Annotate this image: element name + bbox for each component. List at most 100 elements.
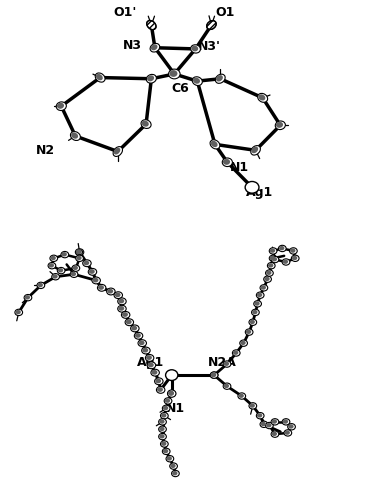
Ellipse shape bbox=[73, 265, 78, 270]
Ellipse shape bbox=[269, 255, 277, 262]
Ellipse shape bbox=[210, 140, 220, 149]
Ellipse shape bbox=[147, 75, 154, 81]
Text: Ag1: Ag1 bbox=[245, 186, 273, 199]
Ellipse shape bbox=[57, 267, 65, 274]
Ellipse shape bbox=[279, 246, 285, 250]
Ellipse shape bbox=[290, 248, 297, 254]
Ellipse shape bbox=[222, 158, 232, 167]
Ellipse shape bbox=[152, 370, 157, 375]
Ellipse shape bbox=[161, 441, 166, 446]
Ellipse shape bbox=[115, 293, 121, 297]
Text: C6: C6 bbox=[172, 82, 190, 95]
Ellipse shape bbox=[135, 333, 141, 338]
Ellipse shape bbox=[125, 319, 134, 326]
Ellipse shape bbox=[190, 45, 200, 53]
Ellipse shape bbox=[58, 268, 63, 273]
Ellipse shape bbox=[169, 70, 177, 77]
Ellipse shape bbox=[159, 419, 166, 425]
Ellipse shape bbox=[156, 387, 165, 393]
Ellipse shape bbox=[50, 255, 58, 262]
Ellipse shape bbox=[159, 426, 166, 432]
Ellipse shape bbox=[134, 332, 143, 339]
Ellipse shape bbox=[118, 305, 126, 312]
Ellipse shape bbox=[252, 147, 258, 153]
Text: O1': O1' bbox=[113, 6, 137, 19]
Ellipse shape bbox=[252, 309, 259, 316]
Ellipse shape bbox=[170, 464, 175, 468]
Ellipse shape bbox=[261, 285, 266, 290]
Ellipse shape bbox=[211, 141, 218, 147]
Text: O1: O1 bbox=[216, 6, 235, 19]
Ellipse shape bbox=[163, 449, 168, 453]
Ellipse shape bbox=[192, 77, 202, 86]
Ellipse shape bbox=[142, 347, 150, 354]
Ellipse shape bbox=[165, 398, 170, 403]
Ellipse shape bbox=[264, 277, 270, 281]
Ellipse shape bbox=[76, 255, 83, 262]
Ellipse shape bbox=[166, 370, 178, 380]
Text: Ag1: Ag1 bbox=[137, 356, 164, 370]
Ellipse shape bbox=[56, 102, 66, 111]
Text: N2: N2 bbox=[36, 144, 55, 157]
Ellipse shape bbox=[270, 248, 275, 253]
Ellipse shape bbox=[162, 448, 170, 454]
Ellipse shape bbox=[246, 330, 251, 334]
Text: N3: N3 bbox=[122, 39, 141, 52]
Ellipse shape bbox=[252, 310, 258, 314]
Ellipse shape bbox=[159, 427, 165, 431]
Ellipse shape bbox=[159, 433, 166, 440]
Ellipse shape bbox=[107, 289, 113, 294]
Ellipse shape bbox=[223, 361, 231, 367]
Ellipse shape bbox=[172, 471, 177, 475]
Ellipse shape bbox=[148, 362, 154, 367]
Ellipse shape bbox=[161, 441, 168, 447]
Ellipse shape bbox=[240, 340, 246, 345]
Ellipse shape bbox=[191, 46, 198, 52]
Ellipse shape bbox=[275, 121, 285, 130]
Ellipse shape bbox=[257, 292, 264, 299]
Ellipse shape bbox=[238, 393, 246, 399]
Ellipse shape bbox=[118, 298, 126, 305]
Ellipse shape bbox=[271, 431, 279, 437]
Ellipse shape bbox=[260, 421, 268, 428]
Ellipse shape bbox=[118, 306, 124, 311]
Ellipse shape bbox=[291, 255, 299, 262]
Ellipse shape bbox=[114, 292, 122, 299]
Ellipse shape bbox=[251, 146, 260, 155]
Ellipse shape bbox=[211, 373, 216, 377]
Ellipse shape bbox=[95, 73, 105, 82]
Ellipse shape bbox=[261, 422, 266, 426]
Ellipse shape bbox=[114, 148, 120, 154]
Ellipse shape bbox=[83, 261, 89, 265]
Ellipse shape bbox=[254, 301, 260, 306]
Ellipse shape bbox=[151, 369, 159, 376]
Ellipse shape bbox=[163, 406, 168, 410]
Text: N1: N1 bbox=[230, 161, 249, 174]
Ellipse shape bbox=[282, 419, 290, 425]
Ellipse shape bbox=[257, 293, 262, 297]
Ellipse shape bbox=[258, 94, 268, 102]
Ellipse shape bbox=[266, 423, 271, 428]
Ellipse shape bbox=[249, 319, 257, 325]
Ellipse shape bbox=[147, 362, 156, 369]
Ellipse shape bbox=[155, 378, 163, 385]
Ellipse shape bbox=[107, 288, 115, 295]
Ellipse shape bbox=[270, 256, 275, 260]
Ellipse shape bbox=[121, 312, 130, 318]
Ellipse shape bbox=[215, 74, 225, 83]
Ellipse shape bbox=[15, 310, 21, 314]
Ellipse shape bbox=[98, 285, 104, 290]
Ellipse shape bbox=[118, 299, 124, 303]
Ellipse shape bbox=[223, 383, 231, 390]
Ellipse shape bbox=[61, 251, 69, 258]
Ellipse shape bbox=[168, 391, 175, 397]
Ellipse shape bbox=[24, 295, 32, 301]
Ellipse shape bbox=[224, 361, 229, 366]
Ellipse shape bbox=[72, 265, 80, 271]
Ellipse shape bbox=[161, 412, 168, 419]
Ellipse shape bbox=[139, 340, 144, 345]
Ellipse shape bbox=[224, 384, 229, 388]
Ellipse shape bbox=[96, 74, 103, 80]
Ellipse shape bbox=[245, 329, 253, 335]
Ellipse shape bbox=[254, 300, 262, 307]
